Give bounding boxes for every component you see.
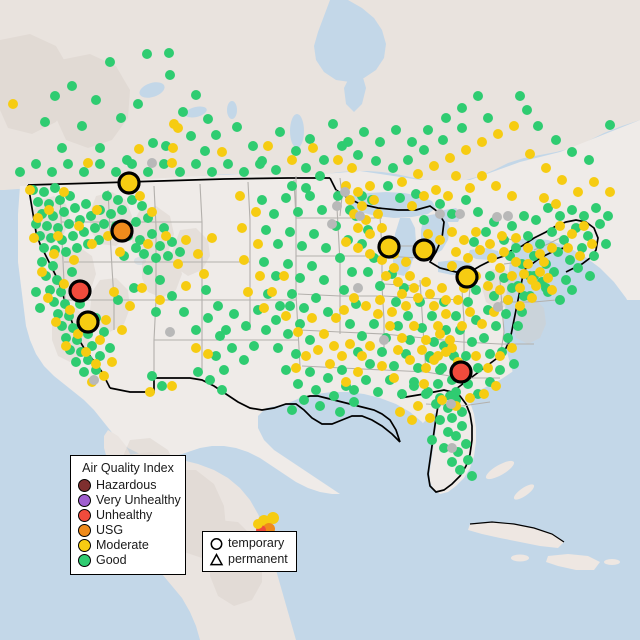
- legend-label-good: Good: [96, 553, 127, 567]
- legend-item-moderate[interactable]: Moderate: [78, 538, 178, 553]
- highlight-wisconsin: [377, 235, 401, 259]
- moderate-swatch-icon: [78, 539, 91, 552]
- legend-item-very-unhealthy[interactable]: Very Unhealthy: [78, 493, 181, 508]
- cuba-island: [468, 522, 564, 548]
- legend-label-moderate: Moderate: [96, 538, 149, 552]
- legend-item-temporary[interactable]: temporary: [209, 535, 291, 551]
- legend-item-usg[interactable]: USG: [78, 523, 178, 538]
- hudson-bay: [314, 0, 386, 82]
- puerto-rico-island: [604, 559, 620, 565]
- highlighted-temporary-monitors: [68, 171, 479, 384]
- highlight-ohio: [455, 265, 479, 289]
- legend-item-hazardous[interactable]: Hazardous: [78, 478, 178, 493]
- legend-title: Air Quality Index: [82, 461, 174, 475]
- legend-label-temporary: temporary: [228, 536, 285, 550]
- unhealthy-swatch-icon: [78, 509, 91, 522]
- bahamas-island-2: [513, 484, 535, 500]
- highlight-georgia: [449, 360, 473, 384]
- us-mainland-land: [18, 120, 640, 494]
- usg-swatch-icon: [78, 524, 91, 537]
- legend-item-unhealthy[interactable]: Unhealthy: [78, 508, 178, 523]
- monitor-type-legend: temporary permanent: [202, 531, 297, 572]
- legend-label-unhealthy: Unhealthy: [96, 508, 153, 522]
- highlight-montana: [117, 171, 141, 195]
- great-slave-lake: [139, 82, 165, 98]
- yucatan-baja-water: [0, 430, 80, 640]
- legend-label-permanent: permanent: [228, 552, 288, 566]
- highlight-central-california: [76, 310, 100, 334]
- good-swatch-icon: [78, 554, 91, 567]
- lake-athabasca: [185, 106, 207, 118]
- james-bay: [344, 72, 366, 112]
- markers-nodata: [89, 158, 513, 453]
- circle-icon: [210, 537, 223, 550]
- triangle-icon: [209, 552, 224, 565]
- lake-winnipeg: [290, 114, 304, 148]
- highlight-north-california: [68, 279, 92, 303]
- jamaica-island: [511, 554, 529, 562]
- air-quality-index-legend: Air Quality Index Hazardous Very Unhealt…: [70, 455, 186, 575]
- legend-label-usg: USG: [96, 523, 124, 537]
- highlight-idaho: [110, 219, 134, 243]
- legend-label-very-unhealthy: Very Unhealthy: [96, 493, 181, 507]
- hazardous-swatch-icon: [78, 479, 91, 492]
- markers-good: [15, 48, 615, 481]
- markers-moderate: [8, 99, 615, 425]
- legend-item-permanent[interactable]: permanent: [209, 551, 291, 567]
- great-salt-lake: [134, 257, 146, 265]
- legend-label-hazardous: Hazardous: [96, 478, 157, 492]
- bahamas-island: [485, 460, 515, 480]
- legend-item-good[interactable]: Good: [78, 553, 178, 568]
- hispaniola-island: [546, 554, 600, 570]
- highlight-michigan: [412, 238, 436, 262]
- very-unhealthy-swatch-icon: [78, 494, 91, 507]
- reindeer-lake: [227, 101, 237, 119]
